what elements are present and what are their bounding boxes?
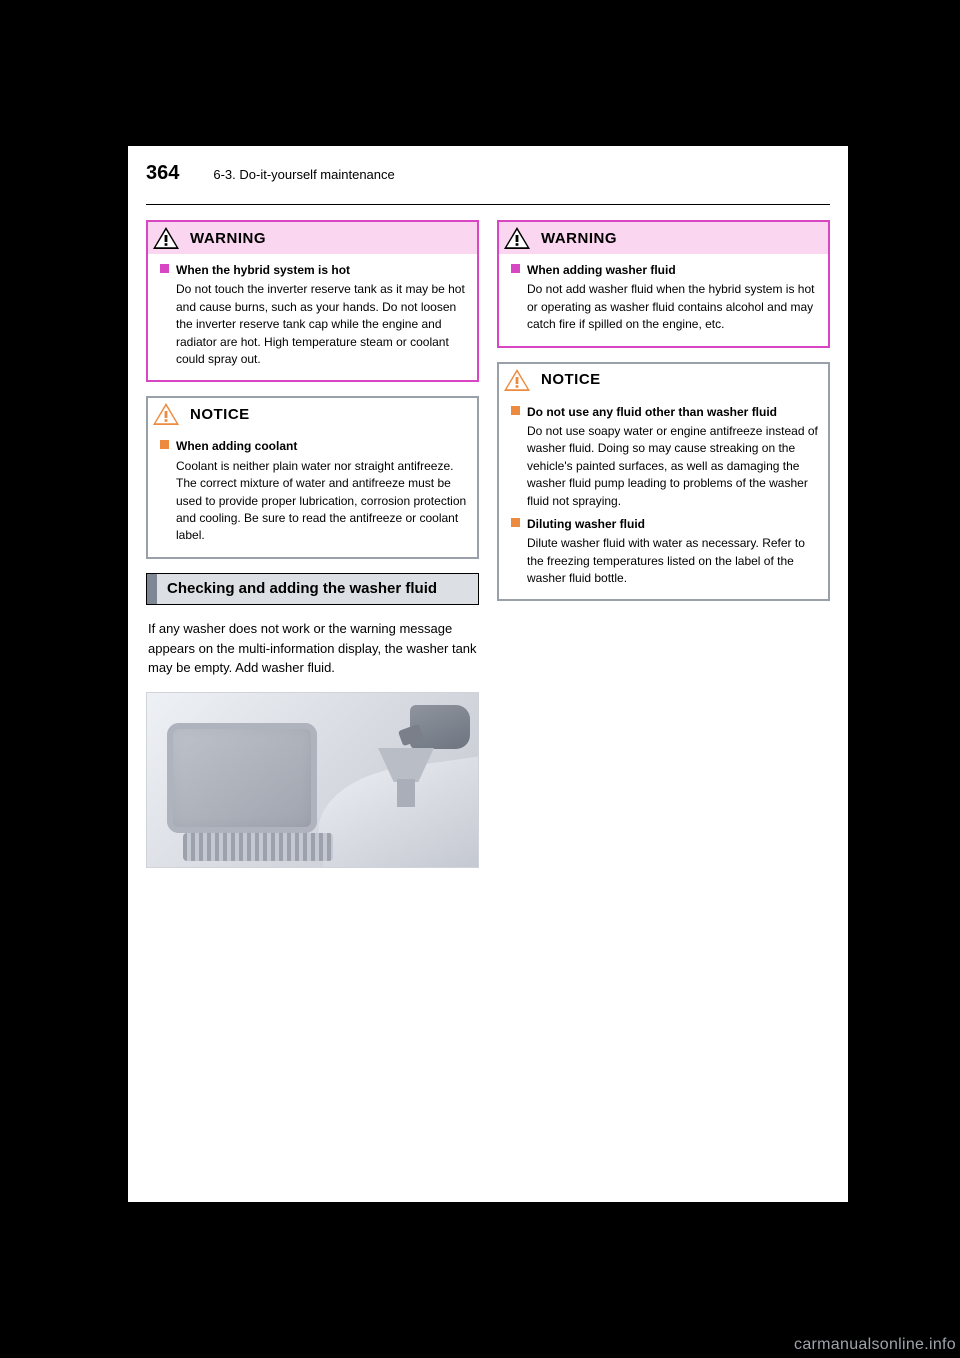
notice-box: NOTICE Do not use any fluid other than w… (497, 362, 830, 602)
notice-item-text: Dilute washer fluid with water as necess… (527, 535, 818, 587)
square-bullet-icon (511, 518, 520, 527)
warning-title: WARNING (190, 230, 266, 247)
warning-title: WARNING (541, 230, 617, 247)
warning-box: WARNING When the hybrid system is hot Do… (146, 220, 479, 382)
page-header: 364 6-3. Do-it-yourself maintenance (128, 146, 848, 185)
notice-item: Diluting washer fluid Dilute washer flui… (511, 516, 818, 588)
notice-item: Do not use any fluid other than washer f… (511, 404, 818, 510)
figure-engine-shape (167, 723, 317, 833)
right-column: WARNING When adding washer fluid Do not … (497, 220, 830, 1184)
page-number: 364 (146, 162, 179, 185)
square-bullet-icon (511, 406, 520, 415)
notice-box: NOTICE When adding coolant Coolant is ne… (146, 396, 479, 558)
notice-header: NOTICE (148, 398, 477, 430)
notice-item-title: Do not use any fluid other than washer f… (527, 404, 818, 421)
warning-item-text: Do not add washer fluid when the hybrid … (527, 281, 818, 333)
notice-item: When adding coolant Coolant is neither p… (160, 438, 467, 544)
warning-body: When the hybrid system is hot Do not tou… (148, 254, 477, 380)
chapter-label: 6-3. Do-it-yourself maintenance (213, 167, 394, 182)
notice-triangle-icon (503, 368, 531, 392)
left-column: WARNING When the hybrid system is hot Do… (146, 220, 479, 1184)
section-heading: Checking and adding the washer fluid (146, 573, 479, 606)
warning-header: WARNING (148, 222, 477, 254)
notice-item-title: Diluting washer fluid (527, 516, 818, 533)
square-bullet-icon (160, 440, 169, 449)
watermark-text: carmanualsonline.info (794, 1336, 956, 1354)
washer-fluid-figure (146, 692, 479, 868)
notice-item-title: When adding coolant (176, 438, 467, 455)
page-content: WARNING When the hybrid system is hot Do… (146, 220, 830, 1184)
warning-box: WARNING When adding washer fluid Do not … (497, 220, 830, 348)
warning-triangle-icon (503, 226, 531, 250)
warning-item-title: When the hybrid system is hot (176, 262, 467, 279)
warning-header: WARNING (499, 222, 828, 254)
manual-page: 364 6-3. Do-it-yourself maintenance (128, 146, 848, 1202)
notice-triangle-icon (152, 402, 180, 426)
warning-item-title: When adding washer fluid (527, 262, 818, 279)
warning-item: When the hybrid system is hot Do not tou… (160, 262, 467, 368)
warning-triangle-icon (152, 226, 180, 250)
notice-title: NOTICE (190, 406, 250, 423)
figure-funnel-stem-shape (397, 779, 415, 807)
warning-item-text: Do not touch the inverter reserve tank a… (176, 281, 467, 368)
body-paragraph: If any washer does not work or the warni… (146, 619, 479, 678)
square-bullet-icon (511, 264, 520, 273)
header-divider (146, 204, 830, 205)
notice-body: Do not use any fluid other than washer f… (499, 396, 828, 600)
figure-grille-shape (183, 833, 333, 861)
notice-body: When adding coolant Coolant is neither p… (148, 430, 477, 556)
notice-item-text: Do not use soapy water or engine antifre… (527, 423, 818, 510)
square-bullet-icon (160, 264, 169, 273)
warning-body: When adding washer fluid Do not add wash… (499, 254, 828, 346)
notice-item-text: Coolant is neither plain water nor strai… (176, 458, 467, 545)
notice-header: NOTICE (499, 364, 828, 396)
notice-title: NOTICE (541, 371, 601, 388)
warning-item: When adding washer fluid Do not add wash… (511, 262, 818, 334)
heading-text: Checking and adding the washer fluid (157, 574, 447, 605)
heading-accent (147, 574, 157, 605)
